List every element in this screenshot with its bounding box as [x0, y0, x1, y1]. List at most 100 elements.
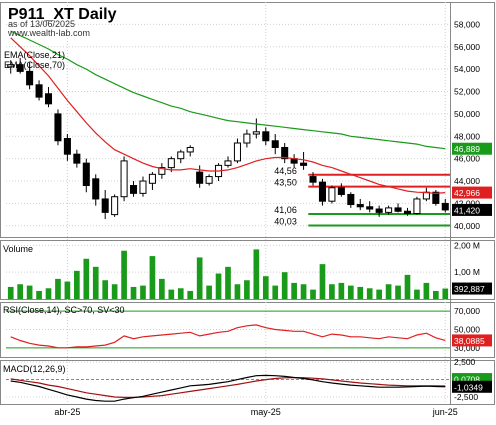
candle-body-down: [356, 204, 364, 208]
volume-y-tick-label: 2,00 M: [454, 240, 480, 250]
volume-bar: [319, 264, 326, 299]
price-y-tick-label: 56,000: [454, 42, 480, 52]
x-tick-label: abr-25: [54, 407, 80, 417]
candle-body-up: [177, 151, 185, 160]
volume-bar: [83, 258, 90, 299]
candle-body-down: [318, 181, 326, 202]
volume-bar: [215, 273, 222, 299]
ema21-legend: EMA(Close,21): [4, 50, 65, 60]
rsi-y-tick-label: 30,000: [454, 343, 480, 353]
candle-body-up: [111, 196, 119, 216]
chart-title: P911_XT Daily: [8, 6, 117, 23]
macd-title: MACD(12,26,9): [3, 364, 66, 374]
volume-bar: [376, 289, 382, 299]
level-label: 41,06: [274, 205, 297, 215]
candle-body-down: [271, 140, 279, 148]
candle-body-up: [120, 160, 128, 198]
volume-bar: [187, 290, 194, 299]
rsi-line: [10, 324, 446, 349]
volume-bar: [272, 285, 279, 299]
ema21-badge-bg: [452, 186, 492, 199]
volume-bar: [262, 276, 269, 299]
volume-bar: [159, 278, 165, 299]
candle-layer: [7, 57, 449, 220]
x-tick-label: jun-25: [432, 407, 458, 417]
volume-bar: [74, 270, 80, 299]
volume-y-tick-label: 1,00 M: [454, 267, 480, 277]
volume-bar: [423, 282, 430, 299]
volume-title: Volume: [3, 244, 33, 254]
volume-bar: [64, 281, 71, 299]
candle-body-down: [16, 64, 24, 72]
volume-bar: [7, 286, 14, 299]
macd-y-tick-label: -2,500: [454, 392, 478, 402]
level-label: 44,56: [274, 166, 297, 176]
volume-bar: [244, 280, 250, 299]
volume-bar: [366, 288, 373, 299]
price-y-tick-label: 46,000: [454, 154, 480, 164]
candle-body-up: [7, 64, 15, 68]
macd-badge-bg: [452, 380, 492, 393]
panel-frame-rsi: [0, 302, 495, 358]
volume-bar: [168, 289, 175, 299]
axis-layer: abr-25 may-25 jun-25 58,000 56,000 54,000 52,0…: [54, 19, 492, 417]
candle-body-down: [432, 191, 440, 204]
candle-body-down: [375, 208, 383, 213]
macd-line: [10, 374, 446, 402]
candle-body-down: [347, 193, 355, 206]
ema70-legend: EMA(Close,70): [4, 60, 65, 70]
volume-bar: [196, 257, 203, 299]
panel-frame-price: [0, 2, 495, 238]
panel-frame-vol: [0, 240, 495, 300]
candle-body-down: [337, 187, 345, 195]
macd-y-tick-label: 2,500: [454, 357, 476, 367]
volume-bar: [338, 282, 345, 299]
ema70-badge: 46,889: [454, 144, 480, 154]
candle-body-down: [366, 206, 374, 210]
rsi-y-tick-label: 50,000: [454, 325, 480, 335]
volume-bar: [45, 288, 52, 299]
candle-body-down: [35, 84, 43, 98]
price-y-tick-label: 48,000: [454, 131, 480, 141]
candle-body-up: [139, 180, 147, 194]
candle-body-up: [243, 133, 251, 144]
volume-badge-bg: [452, 282, 492, 295]
volume-bar: [357, 286, 364, 299]
rsi-y-tick-label: 70,000: [454, 306, 480, 316]
volume-bar: [130, 286, 137, 299]
candle-body-up: [205, 176, 213, 184]
rsi-badge-bg: [452, 334, 492, 347]
volume-bar: [385, 284, 392, 299]
volume-bar: [17, 284, 24, 299]
line-layer: [10, 30, 446, 195]
macd-badge: -1,0349: [454, 382, 483, 392]
volume-bar: [55, 278, 61, 299]
volume-bar: [310, 289, 316, 299]
price-y-tick-label: 50,000: [454, 109, 480, 119]
level-label: 43,50: [274, 178, 297, 188]
rsi-title: RSI(Close,14), SC>70, SV<30: [3, 305, 125, 315]
rsi-badge: 38,0885: [454, 336, 485, 346]
volume-bar: [225, 266, 231, 299]
macd-signal-line: [10, 376, 446, 398]
candle-body-down: [196, 171, 204, 184]
volume-bar: [291, 282, 297, 299]
volume-bar: [26, 285, 33, 299]
last-price-badge-bg: [452, 203, 492, 216]
volume-bar: [253, 249, 260, 299]
level-label: 40,03: [274, 216, 297, 226]
volume-bar: [234, 284, 241, 299]
candle-body-down: [26, 70, 34, 86]
volume-bar: [300, 284, 307, 299]
volume-bar: [121, 250, 127, 299]
sub-panels-layer: [7, 249, 449, 402]
price-y-tick-label: 42,000: [454, 198, 480, 208]
candle-body-down: [44, 93, 53, 105]
candle-body-up: [158, 167, 166, 175]
candle-body-down: [73, 153, 81, 164]
volume-bar: [347, 285, 354, 299]
candle-body-up: [148, 173, 156, 184]
candle-body-up: [252, 131, 260, 135]
